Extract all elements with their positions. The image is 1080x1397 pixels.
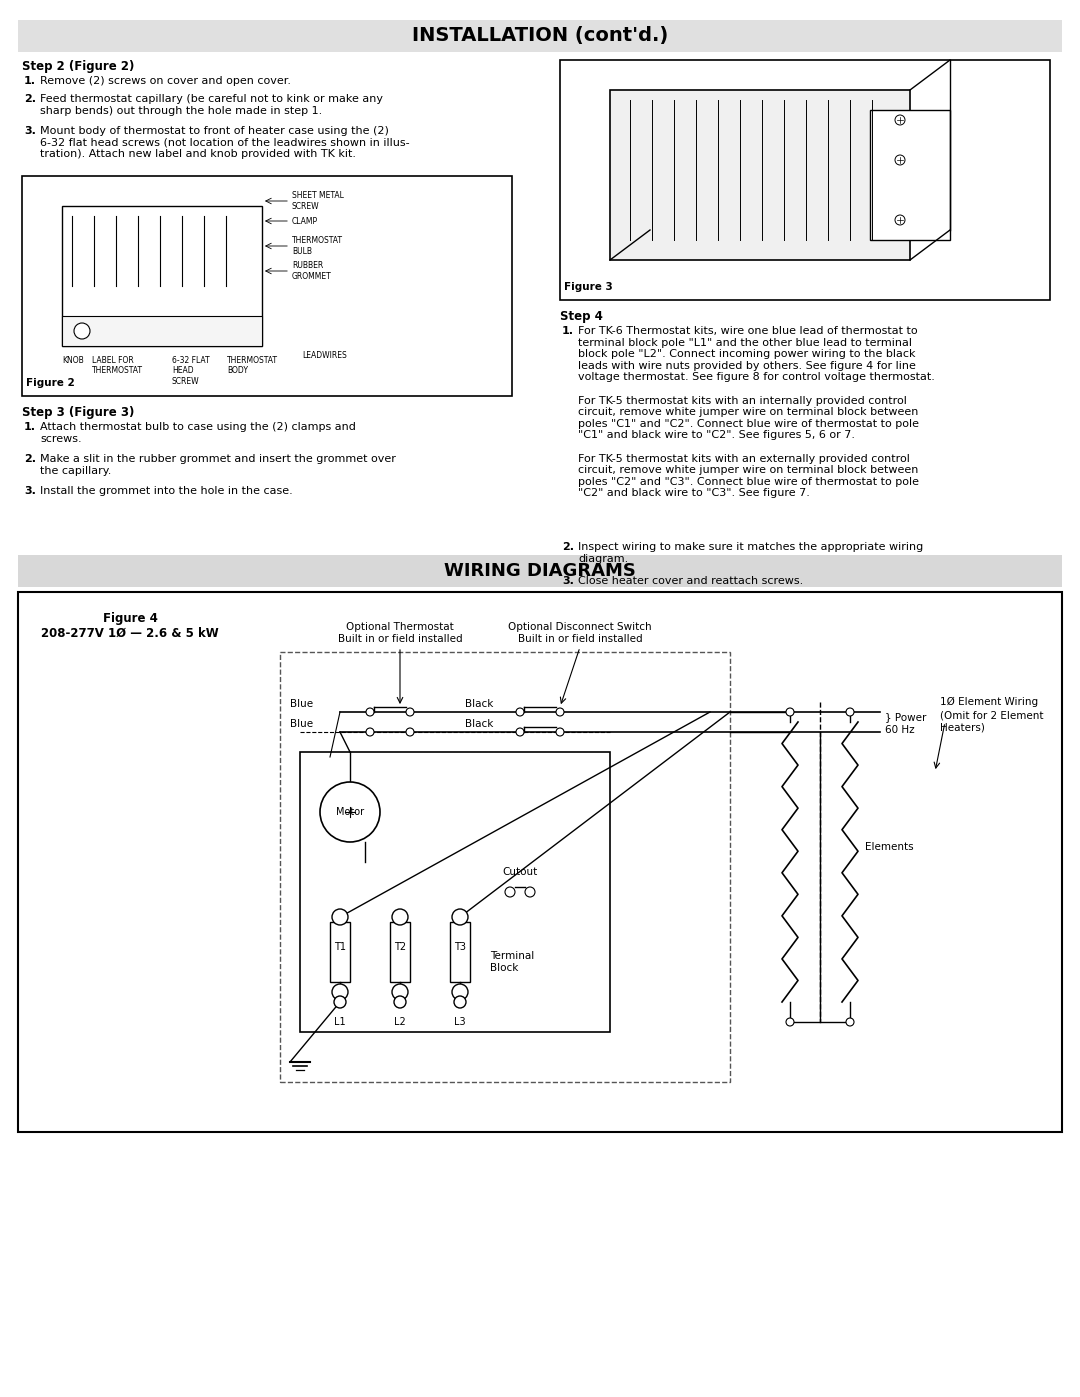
Circle shape <box>392 909 408 925</box>
Circle shape <box>846 708 854 717</box>
Text: SHEET METAL
SCREW: SHEET METAL SCREW <box>292 191 343 211</box>
Circle shape <box>320 782 380 842</box>
Text: Figure 2: Figure 2 <box>26 379 75 388</box>
Text: Step 2 (Figure 2): Step 2 (Figure 2) <box>22 60 134 73</box>
Text: Remove (2) screws on cover and open cover.: Remove (2) screws on cover and open cove… <box>40 75 291 87</box>
Text: Terminal
Block: Terminal Block <box>490 951 535 972</box>
Bar <box>610 89 910 260</box>
Text: THERMOSTAT
BODY: THERMOSTAT BODY <box>227 356 278 376</box>
Text: (Omit for 2 Element: (Omit for 2 Element <box>940 710 1043 719</box>
Circle shape <box>556 728 564 736</box>
Text: 1.: 1. <box>24 75 36 87</box>
Text: WIRING DIAGRAMS: WIRING DIAGRAMS <box>444 562 636 580</box>
Circle shape <box>895 215 905 225</box>
Text: L1: L1 <box>334 1017 346 1027</box>
Text: 3.: 3. <box>24 486 36 496</box>
Text: Black: Black <box>465 698 494 710</box>
Text: Built in or field installed: Built in or field installed <box>517 634 643 644</box>
Circle shape <box>394 996 406 1009</box>
Circle shape <box>366 708 374 717</box>
Text: 208-277V 1Ø — 2.6 & 5 kW: 208-277V 1Ø — 2.6 & 5 kW <box>41 627 219 640</box>
Text: Black: Black <box>465 719 494 729</box>
Circle shape <box>392 983 408 1000</box>
Circle shape <box>556 708 564 717</box>
Bar <box>330 922 350 982</box>
Text: Blue: Blue <box>291 719 313 729</box>
Circle shape <box>786 1018 794 1025</box>
Text: 1.: 1. <box>562 326 573 337</box>
Text: LABEL FOR
THERMOSTAT: LABEL FOR THERMOSTAT <box>92 356 143 376</box>
Text: Built in or field installed: Built in or field installed <box>338 634 462 644</box>
Text: Figure 3: Figure 3 <box>564 282 612 292</box>
Text: T3: T3 <box>454 942 465 951</box>
Circle shape <box>895 115 905 124</box>
Text: INSTALLATION (cont'd.): INSTALLATION (cont'd.) <box>411 27 669 46</box>
Text: CLAMP: CLAMP <box>292 217 319 225</box>
Circle shape <box>505 887 515 897</box>
Text: 1.: 1. <box>24 422 36 432</box>
Text: THERMOSTAT
BULB: THERMOSTAT BULB <box>292 236 343 256</box>
Bar <box>390 922 410 982</box>
Circle shape <box>516 728 524 736</box>
Text: 60 Hz: 60 Hz <box>885 725 915 735</box>
Text: Figure 4: Figure 4 <box>103 612 158 624</box>
Bar <box>62 205 262 346</box>
Text: Cutout: Cutout <box>502 868 538 877</box>
Text: T1: T1 <box>334 942 346 951</box>
Text: For TK-6 Thermostat kits, wire one blue lead of thermostat to
terminal block pol: For TK-6 Thermostat kits, wire one blue … <box>578 326 935 499</box>
Text: } Power: } Power <box>885 712 927 722</box>
Circle shape <box>846 1018 854 1025</box>
Text: Feed thermostat capillary (be careful not to kink or make any
sharp bends) out t: Feed thermostat capillary (be careful no… <box>40 94 383 116</box>
Text: Step 4: Step 4 <box>561 310 603 323</box>
Bar <box>18 20 1062 52</box>
Circle shape <box>895 155 905 165</box>
Text: L2: L2 <box>394 1017 406 1027</box>
Circle shape <box>525 887 535 897</box>
Text: Attach thermostat bulb to case using the (2) clamps and
screws.: Attach thermostat bulb to case using the… <box>40 422 356 444</box>
Bar <box>18 592 1062 1132</box>
Bar <box>18 555 1062 587</box>
Text: Optional Disconnect Switch: Optional Disconnect Switch <box>509 622 652 631</box>
Circle shape <box>453 983 468 1000</box>
Text: T2: T2 <box>394 942 406 951</box>
Text: L3: L3 <box>455 1017 465 1027</box>
Bar <box>62 316 262 346</box>
Bar <box>300 752 610 1032</box>
Bar <box>280 652 730 1083</box>
Circle shape <box>332 983 348 1000</box>
Circle shape <box>786 708 794 717</box>
Text: 3.: 3. <box>24 126 36 136</box>
Text: Blue: Blue <box>291 698 313 710</box>
Circle shape <box>516 708 524 717</box>
Text: 2.: 2. <box>24 94 36 103</box>
Circle shape <box>332 909 348 925</box>
Text: Mount body of thermostat to front of heater case using the (2)
6-32 flat head sc: Mount body of thermostat to front of hea… <box>40 126 409 159</box>
Text: 3.: 3. <box>562 576 573 585</box>
Text: KNOB: KNOB <box>62 356 84 365</box>
Text: Heaters): Heaters) <box>940 724 985 733</box>
Circle shape <box>454 996 465 1009</box>
Circle shape <box>75 323 90 339</box>
Bar <box>870 110 950 240</box>
Circle shape <box>366 728 374 736</box>
Bar <box>561 60 1050 300</box>
Text: Elements: Elements <box>865 842 914 852</box>
Circle shape <box>334 996 346 1009</box>
Text: Close heater cover and reattach screws.: Close heater cover and reattach screws. <box>578 576 804 585</box>
Text: RUBBER
GROMMET: RUBBER GROMMET <box>292 261 332 281</box>
Text: 1Ø Element Wiring: 1Ø Element Wiring <box>940 697 1038 707</box>
Text: Inspect wiring to make sure it matches the appropriate wiring
diagram.: Inspect wiring to make sure it matches t… <box>578 542 923 563</box>
Text: 2.: 2. <box>562 542 573 552</box>
Circle shape <box>453 909 468 925</box>
Text: Step 3 (Figure 3): Step 3 (Figure 3) <box>22 407 134 419</box>
Text: Make a slit in the rubber grommet and insert the grommet over
the capillary.: Make a slit in the rubber grommet and in… <box>40 454 396 475</box>
Text: Optional Thermostat: Optional Thermostat <box>346 622 454 631</box>
Circle shape <box>406 708 414 717</box>
Bar <box>450 922 470 982</box>
Text: 2.: 2. <box>24 454 36 464</box>
Text: Motor: Motor <box>336 807 364 817</box>
Text: 6-32 FLAT
HEAD
SCREW: 6-32 FLAT HEAD SCREW <box>172 356 210 386</box>
Text: Install the grommet into the hole in the case.: Install the grommet into the hole in the… <box>40 486 293 496</box>
Bar <box>22 176 512 395</box>
Text: LEADWIRES: LEADWIRES <box>302 352 347 360</box>
